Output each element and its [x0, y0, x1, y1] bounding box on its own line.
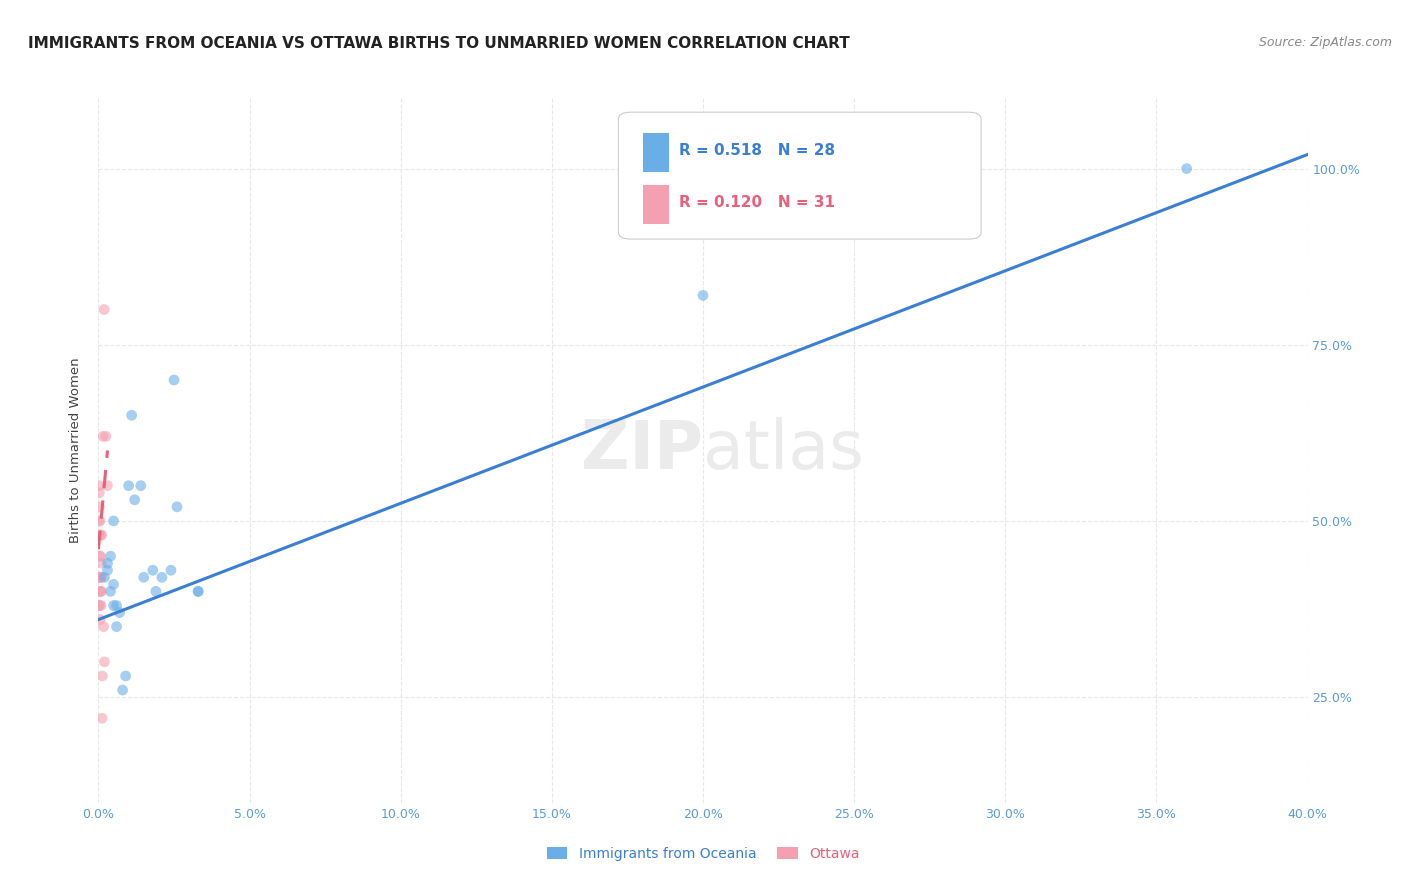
Point [87, 514, 110, 528]
Point [108, 606, 131, 620]
Point [90, 528, 112, 542]
Point [121, 409, 143, 423]
Point [90, 570, 112, 584]
Point [91, 429, 114, 443]
Point [105, 619, 128, 633]
Point [89, 584, 111, 599]
Point [89, 549, 111, 564]
Text: R = 0.518   N = 28: R = 0.518 N = 28 [679, 144, 835, 159]
Point [111, 683, 134, 698]
Point [129, 478, 152, 492]
Point [89, 570, 111, 584]
Text: ZIP: ZIP [581, 417, 703, 483]
Point [150, 570, 173, 584]
Point [90, 549, 112, 564]
Point [187, 584, 209, 599]
Point [105, 599, 128, 613]
Y-axis label: Births to Unmarried Women: Births to Unmarried Women [69, 358, 83, 543]
Text: R = 0.120   N = 31: R = 0.120 N = 31 [679, 195, 835, 210]
Point [89, 613, 111, 627]
Point [87, 570, 110, 584]
Point [91, 711, 114, 725]
Point [93, 655, 115, 669]
Point [103, 514, 125, 528]
Legend: Immigrants from Oceania, Ottawa: Immigrants from Oceania, Ottawa [541, 841, 865, 866]
Point [93, 302, 115, 317]
Point [103, 599, 125, 613]
Point [91, 669, 114, 683]
Point [90, 556, 112, 570]
Point [163, 373, 186, 387]
Point [160, 563, 183, 577]
Point [100, 584, 122, 599]
Point [96, 563, 118, 577]
Point [89, 478, 111, 492]
Point [96, 478, 118, 492]
Point [93, 619, 115, 633]
Point [1175, 161, 1198, 176]
Point [90, 599, 112, 613]
Point [87, 528, 110, 542]
Point [94, 429, 117, 443]
Point [93, 570, 115, 584]
Point [90, 584, 112, 599]
Point [89, 500, 111, 514]
Text: IMMIGRANTS FROM OCEANIA VS OTTAWA BIRTHS TO UNMARRIED WOMEN CORRELATION CHART: IMMIGRANTS FROM OCEANIA VS OTTAWA BIRTHS… [28, 36, 849, 51]
FancyBboxPatch shape [643, 133, 669, 172]
Point [187, 584, 209, 599]
Point [692, 288, 714, 302]
Point [96, 556, 118, 570]
FancyBboxPatch shape [619, 112, 981, 239]
Point [87, 599, 110, 613]
Point [132, 570, 155, 584]
Point [90, 570, 112, 584]
Point [103, 577, 125, 591]
Text: Source: ZipAtlas.com: Source: ZipAtlas.com [1258, 36, 1392, 49]
Point [89, 599, 111, 613]
Point [89, 514, 111, 528]
Point [90, 528, 112, 542]
Point [89, 485, 111, 500]
Point [118, 478, 141, 492]
Point [166, 500, 188, 514]
FancyBboxPatch shape [643, 185, 669, 224]
Point [114, 669, 136, 683]
Point [100, 549, 122, 564]
Point [145, 584, 167, 599]
Point [89, 584, 111, 599]
Point [142, 563, 165, 577]
Point [124, 492, 146, 507]
Point [89, 570, 111, 584]
Text: atlas: atlas [703, 417, 863, 483]
